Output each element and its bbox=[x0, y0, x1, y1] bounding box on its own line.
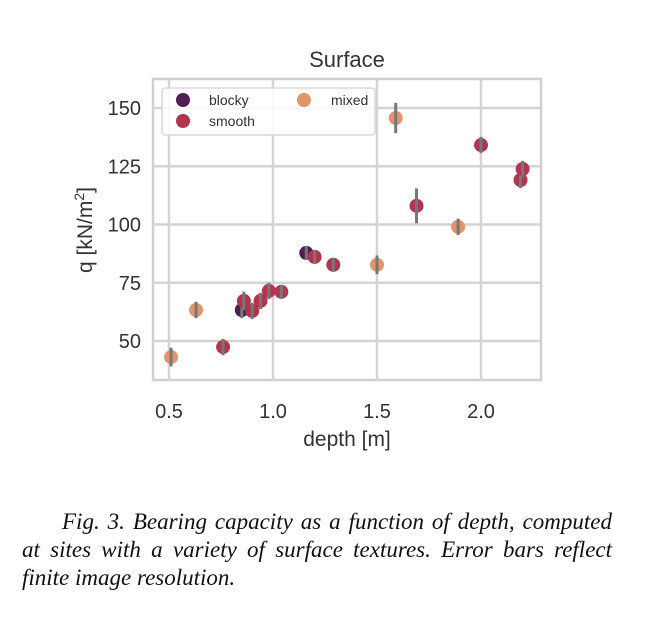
legend-label-blocky: blocky bbox=[209, 92, 249, 108]
y-axis-label-superscript: 2 bbox=[71, 193, 87, 201]
data-points bbox=[164, 102, 530, 367]
y-tick-label: 50 bbox=[119, 331, 141, 353]
y-axis-label-close: ] bbox=[74, 187, 97, 193]
y-tick-label: 150 bbox=[108, 98, 141, 120]
chart-title: Surface bbox=[309, 47, 385, 72]
x-tick-label: 2.0 bbox=[467, 401, 495, 423]
legend-marker-mixed bbox=[297, 93, 311, 107]
legend: blocky smooth mixed bbox=[161, 87, 376, 136]
figure-caption: Fig. 3. Bearing capacity as a function o… bbox=[22, 509, 612, 590]
legend-label-mixed: mixed bbox=[331, 92, 368, 108]
y-axis-label-main: q [kN/m bbox=[74, 201, 97, 273]
y-tick-label: 125 bbox=[108, 156, 141, 178]
y-tick-labels: 50 75 100 125 150 bbox=[108, 98, 141, 353]
x-tick-label: 1.5 bbox=[363, 401, 391, 423]
y-tick-label: 100 bbox=[108, 215, 141, 237]
scatter-chart: Surface 0.5 1.0 1.5 2.0 50 75 100 125 150 depth… bbox=[71, 47, 543, 451]
y-axis-label: q [kN/m2] bbox=[71, 187, 97, 273]
legend-marker-blocky bbox=[176, 93, 190, 107]
x-tick-label: 0.5 bbox=[155, 401, 183, 423]
x-tick-labels: 0.5 1.0 1.5 2.0 bbox=[155, 401, 495, 423]
legend-marker-smooth bbox=[176, 114, 190, 128]
y-tick-label: 75 bbox=[119, 273, 141, 295]
x-axis-label: depth [m] bbox=[303, 428, 391, 451]
legend-box bbox=[161, 87, 376, 136]
x-tick-label: 1.0 bbox=[259, 401, 287, 423]
legend-label-smooth: smooth bbox=[209, 113, 255, 129]
